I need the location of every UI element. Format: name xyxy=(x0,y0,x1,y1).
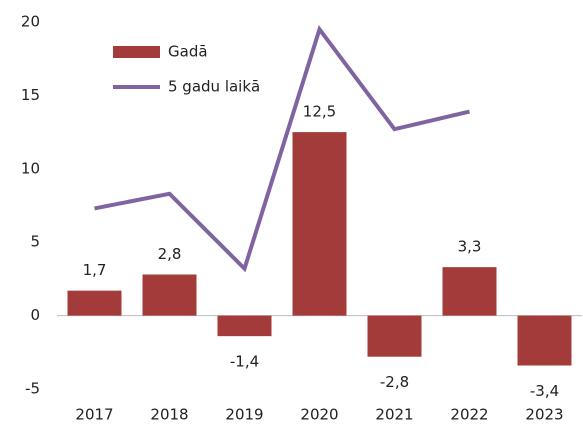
x-tick-label: 2022 xyxy=(450,406,488,424)
y-tick-label: 20 xyxy=(21,13,40,31)
bar xyxy=(292,132,347,316)
bar xyxy=(517,315,572,366)
x-tick-label: 2018 xyxy=(150,406,188,424)
bar xyxy=(142,274,197,316)
bar xyxy=(367,315,422,357)
data-label: -2,8 xyxy=(380,373,409,391)
bar xyxy=(67,290,122,316)
y-tick-label: 15 xyxy=(21,86,40,104)
line xyxy=(94,25,470,273)
y-tick-label: 5 xyxy=(30,233,40,251)
y-tick-label: -5 xyxy=(25,380,40,398)
x-tick-label: 2017 xyxy=(75,406,113,424)
data-label: -1,4 xyxy=(230,353,259,371)
x-tick-label: 2021 xyxy=(375,406,413,424)
y-tick-label: 0 xyxy=(30,306,40,324)
y-tick-label: 10 xyxy=(21,159,40,177)
x-tick-label: 2020 xyxy=(300,406,338,424)
bar xyxy=(217,315,272,337)
bar xyxy=(442,267,497,316)
legend-swatch xyxy=(113,46,160,58)
data-label: 1,7 xyxy=(83,261,107,279)
data-label: 12,5 xyxy=(303,103,336,121)
x-tick-label: 2023 xyxy=(525,406,563,424)
legend-label: 5 gadu laikā xyxy=(168,78,260,96)
x-tick-label: 2019 xyxy=(225,406,263,424)
data-label: -3,4 xyxy=(530,382,559,400)
data-label: 2,8 xyxy=(158,245,182,263)
data-label: 3,3 xyxy=(458,238,482,256)
legend-label: Gadā xyxy=(168,43,208,61)
